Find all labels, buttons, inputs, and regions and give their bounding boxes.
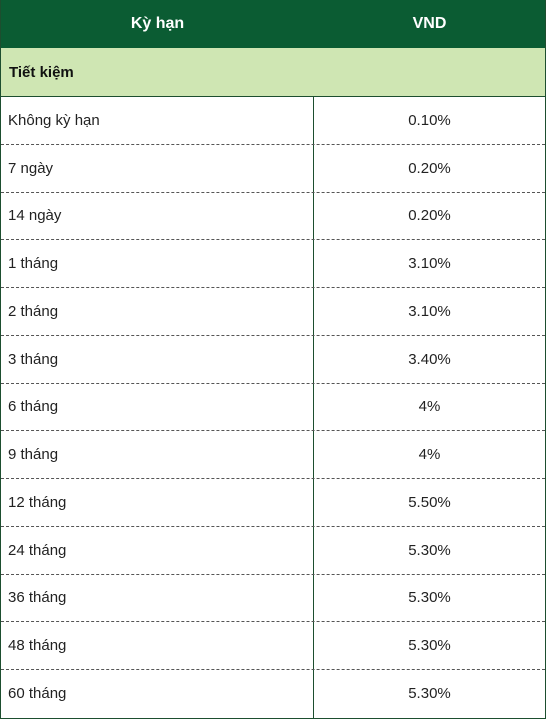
term-cell: 12 tháng <box>1 479 314 526</box>
table-body: Không kỳ hạn 0.10% 7 ngày 0.20% 14 ngày 0.20%… <box>1 97 545 718</box>
rate-cell: 5.30% <box>408 685 451 703</box>
rate-cell: 3.10% <box>408 302 451 320</box>
section-title: Tiết kiệm <box>1 48 545 97</box>
rate-cell: 5.50% <box>408 493 451 511</box>
table-header: Kỳ hạn VND <box>1 0 545 48</box>
term-cell: 9 tháng <box>1 431 314 478</box>
term-cell: 6 tháng <box>1 383 314 431</box>
term-cell: 60 tháng <box>1 670 314 718</box>
table-row: 48 tháng 5.30% <box>1 622 545 670</box>
term-cell: 48 tháng <box>1 622 314 669</box>
rate-cell: 0.10% <box>408 111 451 129</box>
term-cell: 3 tháng <box>1 335 314 383</box>
rate-cell: 5.30% <box>408 637 451 655</box>
table-row: 24 tháng 5.30% <box>1 526 545 575</box>
term-cell: Không kỳ hạn <box>1 97 314 144</box>
rate-cell: 0.20% <box>408 159 451 177</box>
rate-cell: 3.40% <box>408 350 451 368</box>
rate-cell: 5.30% <box>408 589 451 607</box>
rate-cell: 4% <box>418 398 441 416</box>
term-cell: 24 tháng <box>1 526 314 574</box>
table-row: 12 tháng 5.50% <box>1 479 545 527</box>
rate-cell: 4% <box>418 446 441 464</box>
table-row: 6 tháng 4% <box>1 383 545 432</box>
header-currency: VND <box>412 15 447 32</box>
rate-cell: 5.30% <box>408 541 451 559</box>
term-cell: 1 tháng <box>1 240 314 287</box>
table-row: 36 tháng 5.30% <box>1 574 545 623</box>
table-row: 60 tháng 5.30% <box>1 670 545 718</box>
table-row: 1 tháng 3.10% <box>1 240 545 288</box>
term-cell: 2 tháng <box>1 288 314 335</box>
rate-cell: 3.10% <box>408 255 451 273</box>
table-row: 14 ngày 0.20% <box>1 192 545 241</box>
table-row: 2 tháng 3.10% <box>1 288 545 336</box>
header-term: Kỳ hạn <box>130 15 185 32</box>
table-row: 9 tháng 4% <box>1 431 545 479</box>
table-row: 7 ngày 0.20% <box>1 144 545 193</box>
term-cell: 36 tháng <box>1 574 314 622</box>
table-row: 3 tháng 3.40% <box>1 335 545 384</box>
term-cell: 14 ngày <box>1 192 314 240</box>
term-cell: 7 ngày <box>1 144 314 192</box>
table-row: Không kỳ hạn 0.10% <box>1 97 545 145</box>
rate-cell: 0.20% <box>408 207 451 225</box>
